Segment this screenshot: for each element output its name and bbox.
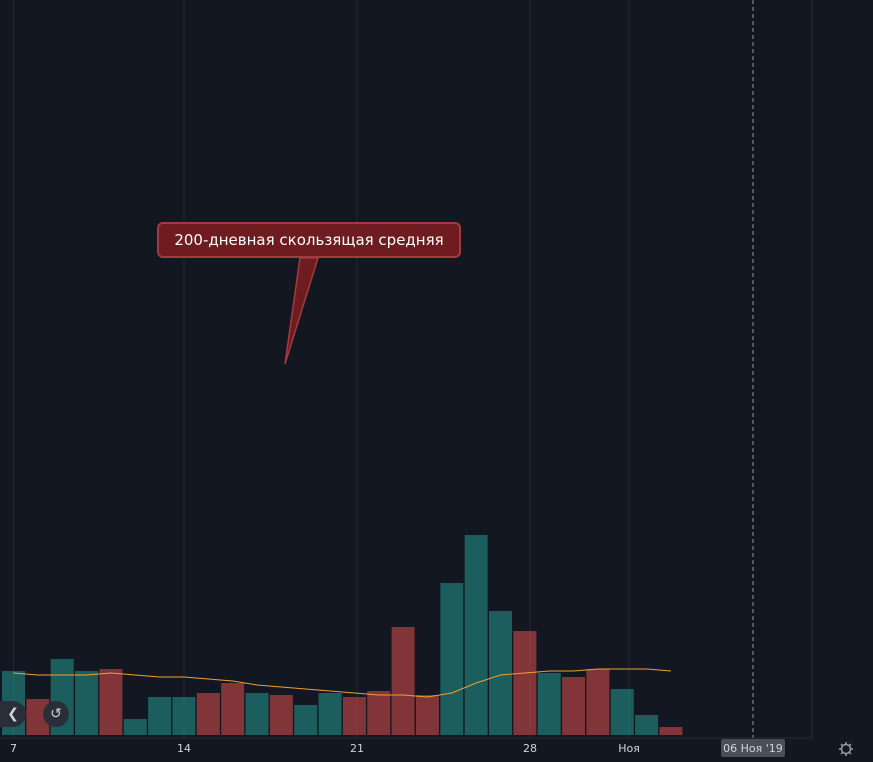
- volume-bar: [294, 705, 318, 735]
- volume-bar: [172, 697, 196, 735]
- crosshair-date-bg: [721, 739, 785, 757]
- volume-bar: [367, 691, 391, 735]
- x-tick-label: Ноя: [618, 742, 640, 755]
- volume-bar: [610, 689, 634, 735]
- crosshair-date-text: 06 Ноя '19: [723, 742, 783, 755]
- x-tick-label: 21: [350, 742, 364, 755]
- volume-bar: [635, 715, 659, 735]
- volume-bar: [391, 627, 415, 735]
- callout-pointer: [284, 257, 320, 365]
- volume-bar: [342, 697, 366, 735]
- volume-bar: [415, 695, 439, 735]
- volume-bar: [659, 727, 683, 735]
- volume-bar: [489, 611, 512, 735]
- vertical-grid: [13, 0, 630, 738]
- gear-icon[interactable]: [839, 742, 853, 756]
- volume-bar: [269, 695, 293, 735]
- gear-tooth: [848, 751, 852, 755]
- volume-bar: [440, 583, 464, 735]
- x-tick-label: 7: [10, 742, 17, 755]
- reset-chart-button[interactable]: ↺: [43, 701, 69, 727]
- volume-bar: [221, 683, 245, 735]
- volume-bar: [318, 693, 342, 735]
- gear-tooth: [840, 751, 844, 755]
- price-axis-panel: [812, 0, 873, 762]
- volume-bar: [148, 697, 172, 735]
- volume-bar: [75, 671, 99, 735]
- volume-bar: [562, 677, 586, 735]
- x-axis-ticks: 7 14 21 28 Ноя: [10, 742, 640, 755]
- volume-bar: [245, 693, 269, 735]
- gear-tooth: [840, 743, 844, 747]
- annotation-callout[interactable]: 200-дневная скользящая средняя: [157, 222, 461, 258]
- volume-bar: [196, 693, 220, 735]
- x-tick-label: 28: [523, 742, 537, 755]
- volume-bar: [537, 673, 561, 735]
- crosshair-date-label: 06 Ноя '19: [721, 739, 785, 757]
- volume-bar: [123, 719, 147, 735]
- scroll-left-button[interactable]: ❮: [0, 701, 26, 727]
- volume-bar: [513, 631, 537, 735]
- volume-ma-line: [13, 668, 671, 698]
- gear-tooth: [848, 743, 852, 747]
- volume-bar: [99, 669, 123, 735]
- volume-bar: [464, 535, 488, 735]
- x-tick-label: 14: [177, 742, 191, 755]
- volume-bar: [586, 669, 610, 735]
